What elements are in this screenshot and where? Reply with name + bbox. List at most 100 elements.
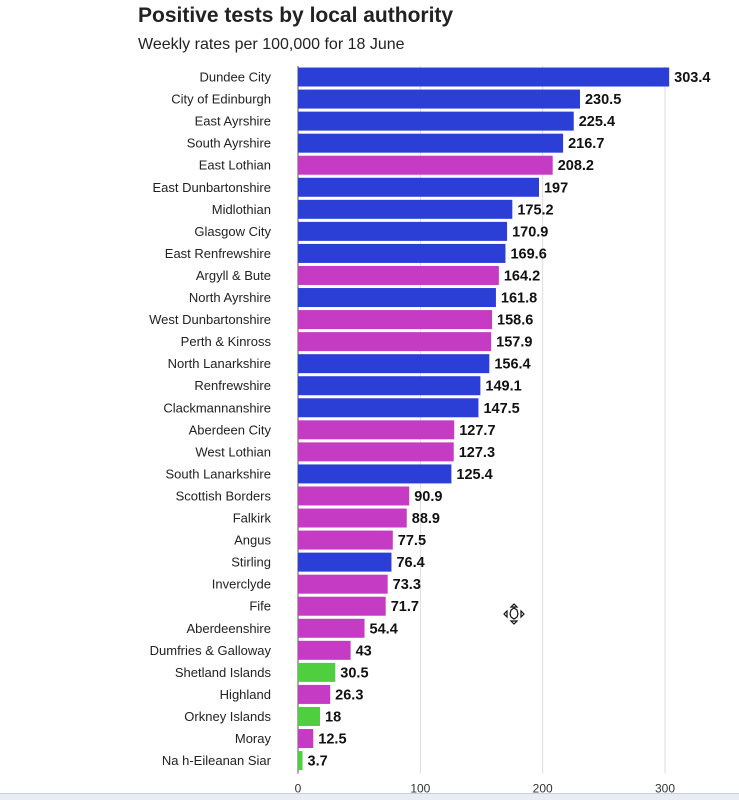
chart-title: Positive tests by local authority [138, 4, 454, 27]
data-label: 125.4 [456, 467, 492, 483]
data-label: 197 [544, 180, 568, 196]
data-label: 90.9 [414, 489, 442, 505]
data-label: 230.5 [585, 92, 621, 108]
category-label: Dumfries & Galloway [150, 643, 272, 658]
bar [298, 398, 479, 418]
category-label: Scottish Borders [176, 488, 272, 503]
category-label: Argyll & Bute [196, 268, 271, 283]
x-tick-label: 200 [533, 782, 553, 796]
category-label: Na h-Eileanan Siar [162, 753, 272, 768]
bar [298, 354, 490, 374]
data-label: 30.5 [340, 665, 368, 681]
x-tick-label: 0 [295, 782, 302, 796]
bar [298, 706, 321, 726]
bar [298, 111, 574, 131]
data-label: 147.5 [483, 401, 519, 417]
category-label: South Ayrshire [187, 136, 271, 151]
bar [298, 508, 407, 528]
bar [298, 684, 331, 704]
data-label: 169.6 [510, 246, 546, 262]
data-label: 208.2 [558, 158, 594, 174]
data-label: 71.7 [391, 599, 419, 615]
x-tick-label: 300 [655, 782, 675, 796]
data-label: 216.7 [568, 136, 604, 152]
bar [298, 288, 496, 308]
data-label: 157.9 [496, 335, 532, 351]
data-label: 12.5 [318, 732, 346, 748]
category-label: Perth & Kinross [181, 334, 272, 349]
bar [298, 89, 580, 109]
bar [298, 376, 481, 396]
data-label: 127.7 [459, 423, 495, 439]
data-label: 161.8 [501, 291, 537, 307]
bar [298, 442, 454, 462]
category-label: Clackmannanshire [163, 400, 271, 415]
bar [298, 464, 452, 484]
bar [298, 729, 314, 749]
category-label: Falkirk [233, 511, 272, 526]
category-label: Midlothian [212, 202, 271, 217]
bar [298, 177, 539, 197]
bar [298, 640, 351, 660]
data-label: 43 [356, 643, 372, 659]
category-label: Highland [220, 687, 271, 702]
bar [298, 133, 564, 153]
bar [298, 310, 493, 330]
data-label: 175.2 [517, 202, 553, 218]
category-label: West Dunbartonshire [149, 312, 271, 327]
data-label: 303.4 [674, 70, 710, 86]
bar [298, 420, 455, 440]
data-label: 18 [325, 709, 341, 725]
bar [298, 199, 513, 219]
category-label: Orkney Islands [184, 709, 271, 724]
bar [298, 221, 508, 241]
category-label: Fife [249, 599, 271, 614]
category-label: Renfrewshire [194, 378, 271, 393]
bar [298, 751, 303, 771]
data-label: 158.6 [497, 313, 533, 329]
bar [298, 265, 499, 285]
data-label: 54.4 [370, 621, 398, 637]
data-label: 73.3 [393, 577, 421, 593]
bar [298, 155, 553, 175]
category-label: Inverclyde [212, 577, 271, 592]
category-label: East Lothian [199, 158, 271, 173]
data-label: 164.2 [504, 268, 540, 284]
data-label: 77.5 [398, 533, 426, 549]
bar [298, 530, 393, 550]
category-label: Stirling [231, 555, 271, 570]
category-label: East Renfrewshire [165, 246, 271, 261]
data-label: 156.4 [494, 357, 530, 373]
move-cursor-icon [503, 603, 525, 625]
data-label: 3.7 [308, 754, 328, 770]
data-label: 225.4 [579, 114, 615, 130]
category-label: Dundee City [199, 70, 271, 85]
category-label: East Ayrshire [195, 114, 271, 129]
category-label: South Lanarkshire [165, 466, 271, 481]
chart-subtitle: Weekly rates per 100,000 for 18 June [138, 36, 405, 53]
data-label: 127.3 [459, 445, 495, 461]
data-label: 88.9 [412, 511, 440, 527]
data-label: 170.9 [512, 224, 548, 240]
category-label: Aberdeenshire [186, 621, 271, 636]
bar [298, 67, 670, 87]
category-label: North Ayrshire [189, 290, 271, 305]
bottom-scroll-strip [0, 793, 739, 800]
data-label: 149.1 [485, 379, 521, 395]
category-label: West Lothian [195, 444, 271, 459]
x-tick-label: 100 [410, 782, 430, 796]
category-label: Angus [234, 533, 271, 548]
category-label: East Dunbartonshire [152, 180, 271, 195]
category-label: City of Edinburgh [171, 92, 271, 107]
bar [298, 332, 492, 352]
category-label: Moray [235, 731, 272, 746]
category-label: North Lanarkshire [168, 356, 271, 371]
bar [298, 243, 506, 263]
bar [298, 618, 365, 638]
category-label: Shetland Islands [175, 665, 272, 680]
bar [298, 486, 410, 506]
data-label: 76.4 [396, 555, 424, 571]
bar [298, 552, 392, 572]
bar [298, 596, 386, 616]
